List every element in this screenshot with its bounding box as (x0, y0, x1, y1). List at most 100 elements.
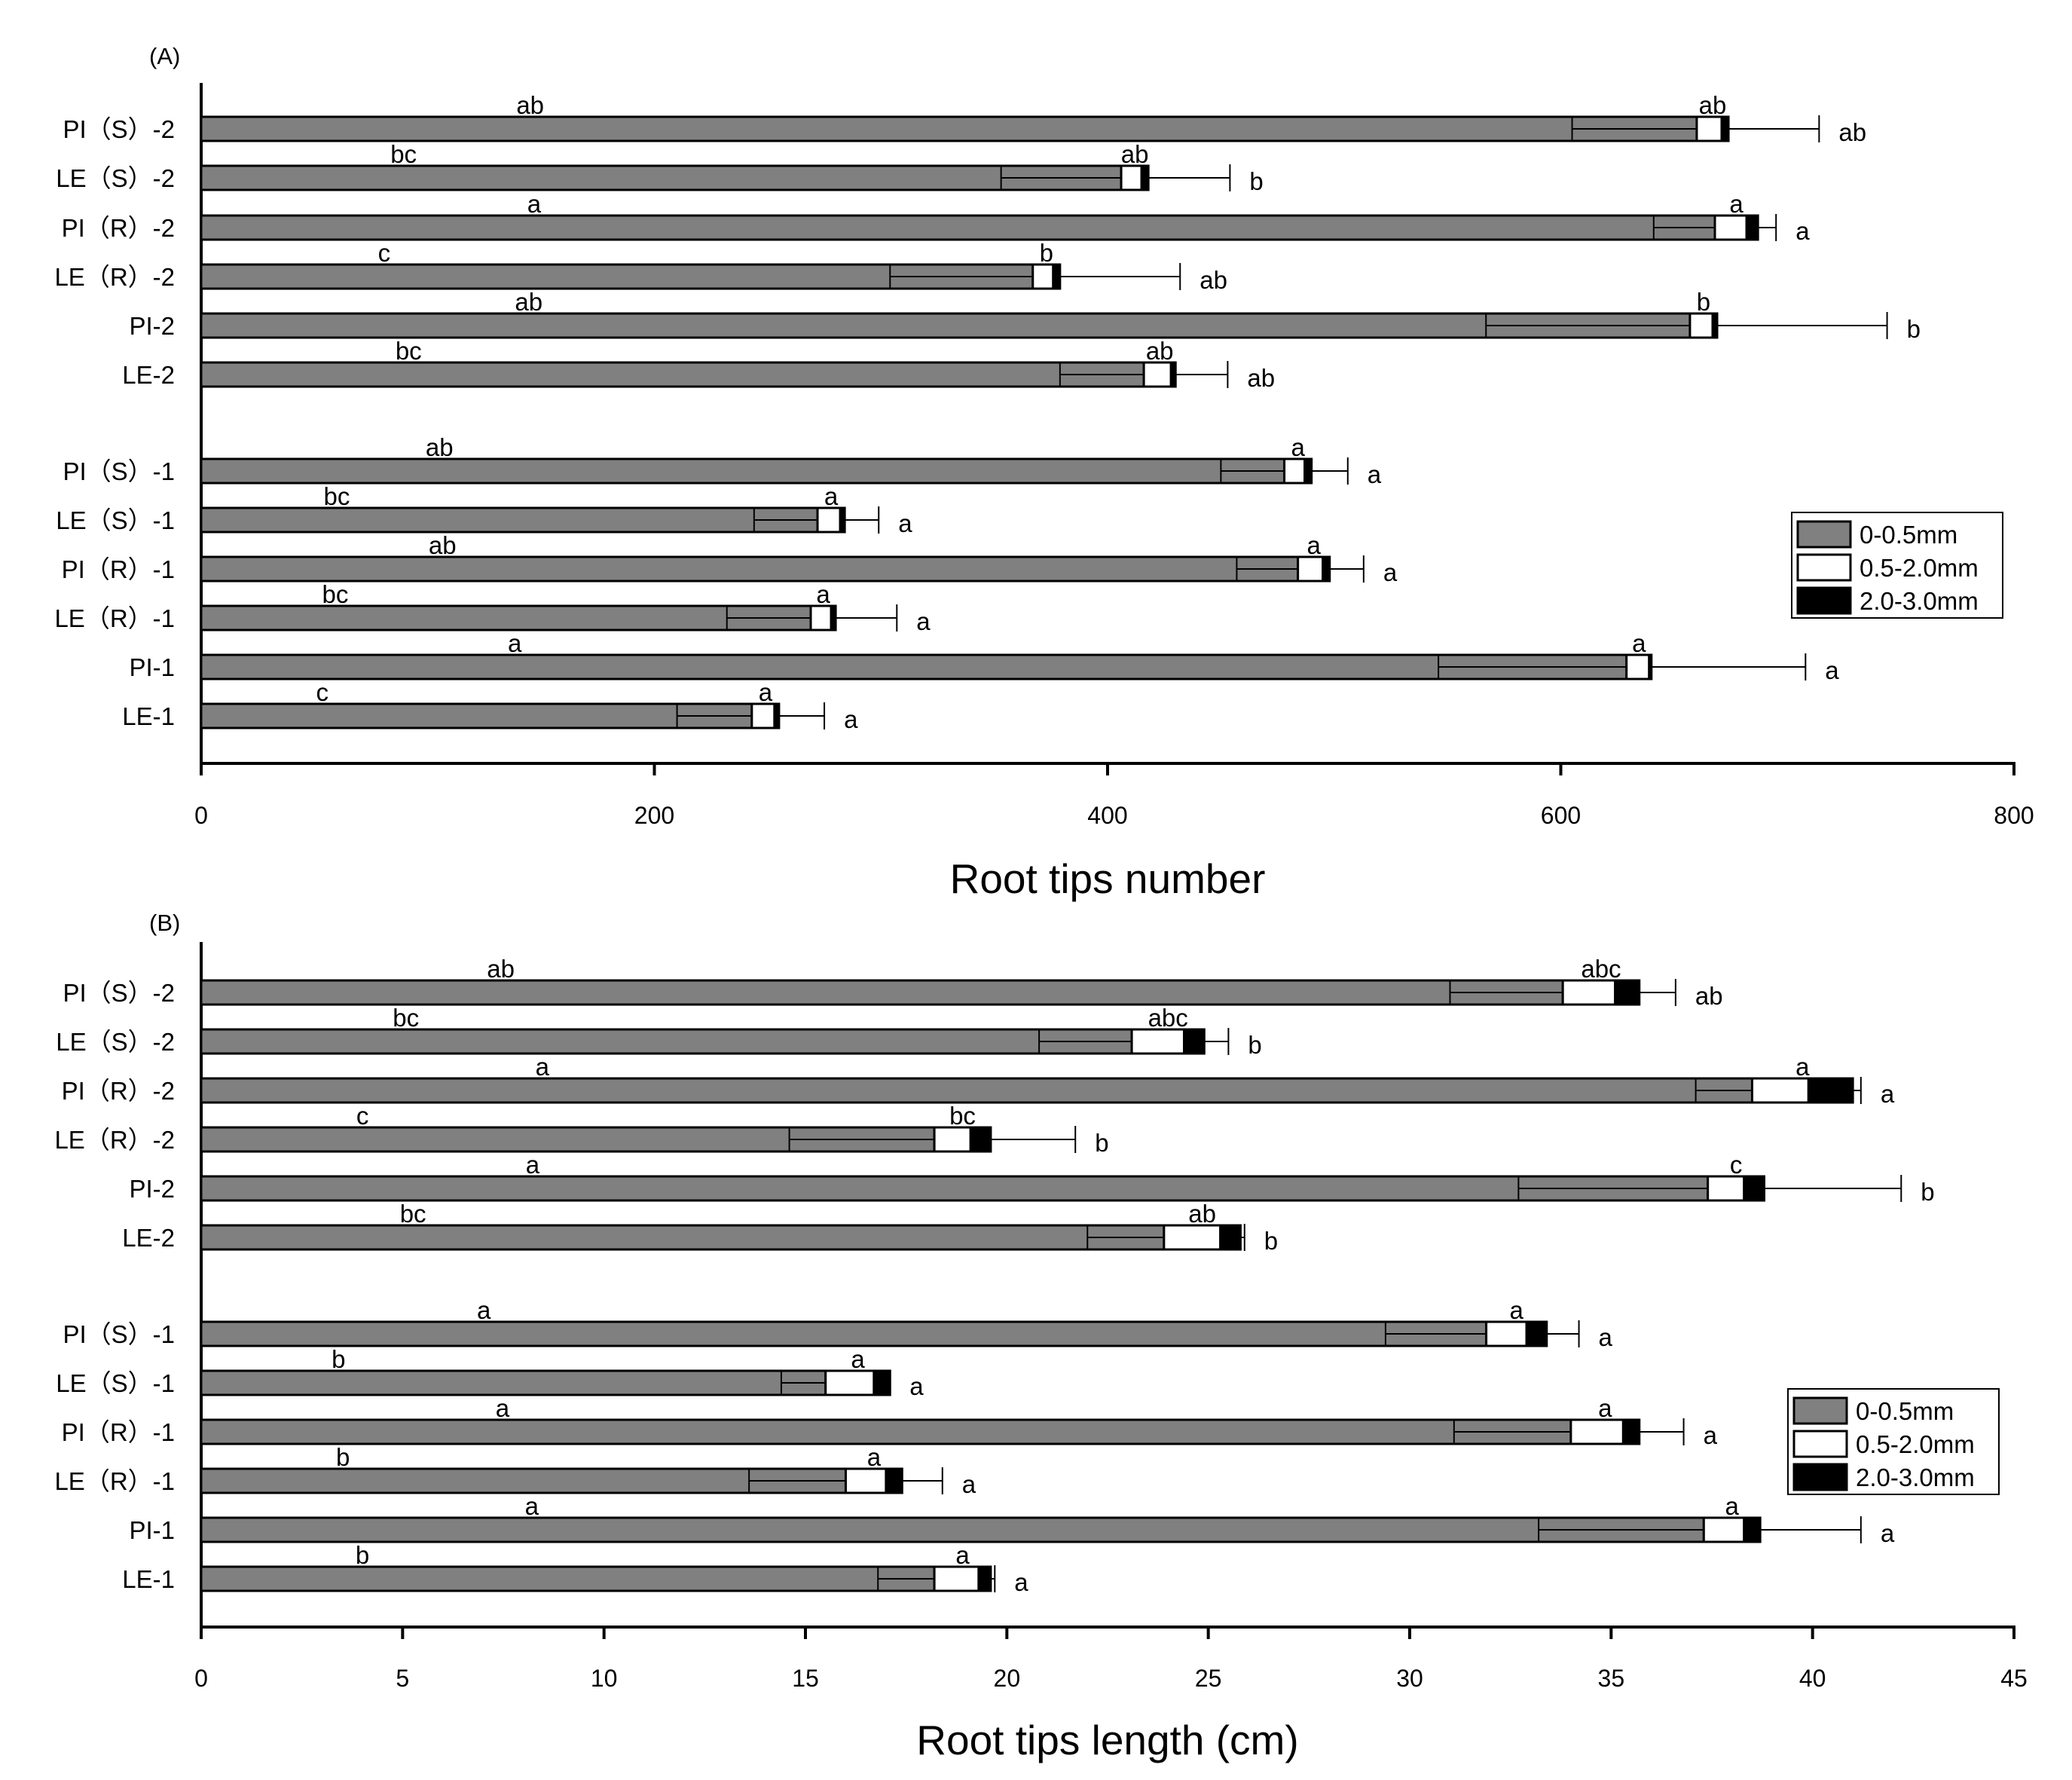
significance-letter: a (955, 1541, 970, 1569)
bar-segment-3 (1648, 653, 1653, 680)
significance-letter: a (898, 509, 912, 537)
significance-letter: b (1248, 1031, 1261, 1059)
bar-segment-2 (1283, 457, 1306, 485)
significance-letter: abc (1581, 955, 1621, 983)
significance-letter: a (1291, 433, 1305, 461)
significance-letter: bc (949, 1102, 976, 1130)
bar-segment-2 (1142, 361, 1172, 388)
significance-letter: a (916, 607, 931, 635)
legend-swatch-2 (1792, 1430, 1848, 1458)
bar-segment-1 (200, 506, 819, 534)
bar-segment-1 (200, 1028, 1133, 1055)
x-tick-label: 5 (396, 1665, 409, 1692)
significance-letter: a (1598, 1394, 1612, 1422)
significance-letter: a (844, 705, 858, 733)
category-label: LE-1 (122, 1565, 175, 1593)
bar-segment-1 (200, 1320, 1488, 1347)
bar-segment-3 (1743, 1175, 1766, 1202)
significance-letter: c (1730, 1151, 1743, 1179)
bar-segment-2 (1297, 555, 1325, 583)
bar-segment-2 (1750, 1077, 1810, 1104)
bar-segment-1 (200, 1467, 847, 1494)
x-tick-label: 0 (194, 802, 208, 829)
significance-letter: a (1599, 1323, 1613, 1351)
panel-label: (A) (149, 43, 180, 69)
category-label: LE（S）-2 (56, 1028, 175, 1056)
category-label: PI（S）-1 (63, 457, 175, 485)
bar-segment-1 (200, 115, 1698, 142)
bar-segment-1 (200, 555, 1300, 583)
significance-letter: a (1014, 1568, 1028, 1596)
bar-segment-3 (1745, 214, 1759, 241)
bar-segment-1 (200, 214, 1716, 241)
significance-letter: a (867, 1443, 882, 1471)
significance-letter: ab (1199, 266, 1227, 294)
category-label: PI（R）-2 (62, 1077, 175, 1105)
significance-letter: ab (487, 955, 515, 983)
bar-segment-2 (809, 604, 833, 632)
x-tick-label: 35 (1598, 1665, 1625, 1692)
legend-label: 2.0-3.0mm (1860, 587, 1979, 615)
bar-segment-3 (1219, 1224, 1242, 1251)
significance-letter: b (1249, 167, 1263, 195)
bar-segment-1 (200, 164, 1123, 191)
significance-letter: a (851, 1345, 865, 1373)
x-tick-label: 30 (1396, 1665, 1423, 1692)
significance-letter: a (759, 678, 773, 706)
legend-swatch-1 (1796, 520, 1852, 549)
significance-letter: ab (1121, 140, 1149, 168)
bar-segment-3 (1614, 979, 1641, 1006)
significance-letter: ab (1146, 337, 1174, 365)
significance-letter: b (1095, 1129, 1108, 1157)
significance-letter: bc (390, 140, 417, 168)
category-label: PI（R）-2 (62, 214, 175, 242)
significance-letter: a (816, 580, 830, 608)
bar-segment-2 (1561, 979, 1617, 1006)
bar-segment-1 (200, 457, 1286, 485)
category-label: PI-1 (129, 1516, 175, 1544)
significance-letter: b (332, 1345, 345, 1373)
significance-letter: a (1825, 656, 1839, 684)
significance-letter: a (1368, 460, 1382, 488)
significance-letter: a (526, 1151, 540, 1179)
bar-segment-3 (1720, 115, 1730, 142)
bar-segment-1 (200, 312, 1692, 339)
bar-segment-2 (1688, 312, 1714, 339)
bar-segment-2 (1707, 1175, 1746, 1202)
bar-segment-2 (816, 506, 842, 534)
category-label: PI（S）-2 (63, 115, 175, 143)
significance-letter: a (527, 190, 542, 218)
significance-letter: ab (1695, 982, 1723, 1010)
x-tick-label: 45 (2000, 1665, 2028, 1692)
significance-letter: b (356, 1541, 369, 1569)
bar-segment-2 (1031, 263, 1055, 290)
bar-segment-1 (200, 1175, 1710, 1202)
bar-segment-2 (1702, 1516, 1746, 1543)
significance-letter: bc (393, 1004, 419, 1032)
bar-segment-2 (1130, 1028, 1186, 1055)
significance-letter: a (1881, 1519, 1895, 1547)
significance-letter: a (525, 1492, 539, 1520)
bar-segment-3 (1183, 1028, 1206, 1055)
bar-segment-1 (200, 702, 753, 729)
x-tick-label: 200 (634, 802, 674, 829)
significance-letter: abc (1148, 1004, 1188, 1032)
bar-segment-3 (1303, 457, 1313, 485)
bar-segment-1 (200, 1369, 827, 1396)
bar-segment-2 (1120, 164, 1143, 191)
significance-letter: ab (1247, 364, 1275, 392)
significance-letter: a (1510, 1296, 1524, 1324)
significance-letter: bc (322, 580, 349, 608)
x-tick-label: 20 (994, 1665, 1021, 1692)
category-label: LE-1 (122, 702, 175, 730)
bar-segment-2 (1163, 1224, 1222, 1251)
bar-segment-1 (200, 979, 1564, 1006)
bar-segment-1 (200, 653, 1628, 680)
bar-segment-1 (200, 1565, 936, 1592)
bar-segment-3 (1140, 164, 1150, 191)
x-tick-label: 15 (792, 1665, 819, 1692)
category-label: LE（S）-1 (56, 1369, 175, 1397)
bar-segment-2 (933, 1565, 980, 1592)
x-tick-label: 800 (1994, 802, 2034, 829)
significance-letter: a (477, 1296, 491, 1324)
